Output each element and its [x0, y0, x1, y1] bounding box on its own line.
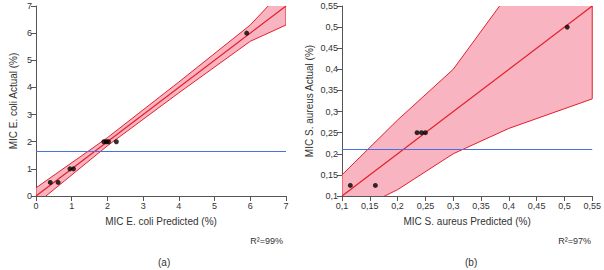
svg-text:MIC S. aureus Actual (%): MIC S. aureus Actual (%)	[304, 45, 315, 157]
svg-text:R²=99%: R²=99%	[250, 236, 283, 246]
svg-text:0,1: 0,1	[325, 191, 338, 201]
svg-text:3: 3	[141, 201, 146, 211]
svg-text:0,2: 0,2	[325, 149, 338, 159]
svg-text:0,55: 0,55	[320, 1, 338, 11]
svg-text:MIC E. coli Actual (%): MIC E. coli Actual (%)	[8, 53, 19, 150]
svg-text:MIC E. coli Predicted (%): MIC E. coli Predicted (%)	[105, 216, 217, 227]
svg-text:5: 5	[27, 55, 32, 65]
svg-text:0,4: 0,4	[325, 64, 338, 74]
svg-text:1: 1	[69, 201, 74, 211]
svg-text:0,3: 0,3	[447, 201, 460, 211]
svg-text:0,4: 0,4	[503, 201, 516, 211]
svg-text:6: 6	[248, 201, 253, 211]
svg-text:1: 1	[27, 164, 32, 174]
svg-text:0,25: 0,25	[320, 128, 338, 138]
svg-text:R²=97%: R²=97%	[558, 236, 591, 246]
svg-text:5: 5	[212, 201, 217, 211]
svg-text:4: 4	[27, 82, 32, 92]
svg-text:0: 0	[27, 191, 32, 201]
svg-text:3: 3	[27, 110, 32, 120]
svg-text:0,15: 0,15	[361, 201, 379, 211]
svg-text:0,45: 0,45	[528, 201, 546, 211]
svg-text:7: 7	[27, 1, 32, 11]
svg-text:4: 4	[176, 201, 181, 211]
svg-text:0,1: 0,1	[336, 201, 349, 211]
svg-text:0: 0	[33, 201, 38, 211]
svg-text:0,5: 0,5	[325, 22, 338, 32]
svg-text:0,35: 0,35	[320, 85, 338, 95]
svg-text:0,25: 0,25	[417, 201, 435, 211]
svg-text:0,45: 0,45	[320, 43, 338, 53]
svg-text:0,5: 0,5	[558, 201, 571, 211]
svg-text:0,2: 0,2	[391, 201, 404, 211]
svg-text:MIC S. aureus Predicted (%): MIC S. aureus Predicted (%)	[403, 216, 530, 227]
svg-text:0,35: 0,35	[472, 201, 490, 211]
svg-text:(a): (a)	[158, 257, 170, 268]
svg-text:2: 2	[105, 201, 110, 211]
svg-text:2: 2	[27, 137, 32, 147]
svg-text:0,3: 0,3	[325, 107, 338, 117]
svg-text:0,55: 0,55	[583, 201, 601, 211]
svg-text:0,15: 0,15	[320, 170, 338, 180]
svg-text:(b): (b)	[465, 257, 477, 268]
svg-text:6: 6	[27, 28, 32, 38]
svg-text:7: 7	[283, 201, 288, 211]
